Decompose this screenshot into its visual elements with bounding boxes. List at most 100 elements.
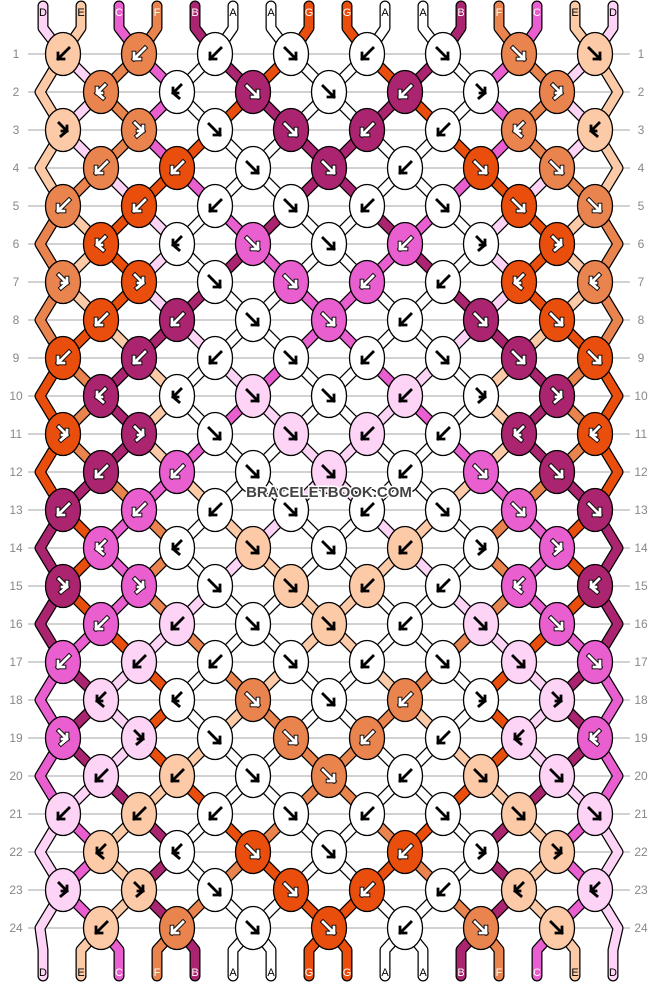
knot [348,715,386,761]
knot [310,753,348,799]
knot-arrow-bf-icon [94,539,107,556]
knot [82,221,120,267]
knot-arrow-b-icon [398,844,413,859]
knot [272,411,310,457]
knot [462,221,500,267]
string-label-bottom: B [457,967,464,979]
knot [82,69,120,115]
knot-arrow-b-icon [360,198,375,213]
string-labels: D E C F B A A G G A A B F C E D D E C F B A A G G A A B F C E D [39,7,617,979]
knot [500,563,538,609]
knot-arrow-bf-icon [170,539,183,556]
string-label-bottom: E [571,967,578,979]
row-number-left: 4 [13,161,20,175]
knot [44,259,82,305]
knot [158,297,196,343]
row-number-left: 11 [10,427,23,441]
knot-arrow-f-icon [207,730,222,745]
knot [462,525,500,571]
row-number-left: 23 [9,883,23,897]
row-number-left: 12 [9,465,23,479]
row-number-left: 10 [9,389,23,403]
knot-arrow-b-icon [360,654,375,669]
knot-arrow-f-icon [587,350,602,365]
knot-arrow-fb-icon [57,425,70,442]
knot-arrow-f-icon [207,578,222,593]
knot [120,639,158,685]
knot [82,145,120,191]
knot-arrow-f-icon [473,464,488,479]
knot-arrow-bf-icon [512,273,525,290]
knot [158,829,196,875]
thread-C [113,0,624,982]
thread-F [151,0,624,982]
knot-arrow-f-icon [435,502,450,517]
string-label-bottom: F [496,967,503,979]
knot [500,715,538,761]
knot [120,411,158,457]
knot-arrow-f-icon [283,198,298,213]
knot [500,867,538,913]
knot-arrow-b-icon [398,84,413,99]
string-label-top: B [191,7,198,19]
knot [310,297,348,343]
knot [196,487,234,533]
knot [310,905,348,951]
knot-arrow-fb-icon [551,387,564,404]
knot-arrow-b-icon [360,274,375,289]
knot [348,639,386,685]
row-number-right: 1 [638,47,645,61]
knot-arrow-f-icon [283,350,298,365]
knot-arrow-fb-icon [551,83,564,100]
knot-arrow-b-icon [360,578,375,593]
knot [538,449,576,495]
knot [424,107,462,153]
knot [386,601,424,647]
knot-arrow-f-icon [245,464,260,479]
knot [500,487,538,533]
knot [310,145,348,191]
knot-arrow-b-icon [398,616,413,631]
knot-arrow-f-icon [435,198,450,213]
knot-arrow-b-icon [132,502,147,517]
knot [310,525,348,571]
knot-arrow-b-icon [170,312,185,327]
knot [500,31,538,77]
knot-arrow-f-icon [587,502,602,517]
knot-arrow-f-icon [435,46,450,61]
knot [272,335,310,381]
knot-arrow-f-icon [473,920,488,935]
knot [272,563,310,609]
knot [576,259,614,305]
knot-arrow-f-icon [549,464,564,479]
knot [424,411,462,457]
knot [44,335,82,381]
knot-arrow-f-icon [245,388,260,403]
row-number-right: 16 [634,617,648,631]
knot-arrow-b-icon [436,426,451,441]
row-number-right: 24 [634,921,648,935]
knot-arrow-b-icon [56,502,71,517]
knot [538,829,576,875]
knot [462,677,500,723]
knot [234,373,272,419]
knot [120,335,158,381]
row-number-left: 18 [9,693,23,707]
row-number-left: 5 [13,199,20,213]
knot-arrow-b-icon [360,122,375,137]
knot-arrow-f-icon [473,616,488,631]
knot-arrow-fb-icon [475,83,488,100]
string-label-top: A [229,7,237,19]
knot [196,183,234,229]
knot-arrow-f-icon [321,616,336,631]
knot [158,525,196,571]
knot-arrow-f-icon [511,806,526,821]
row-number-right: 2 [638,85,645,99]
knot-arrow-bf-icon [588,729,601,746]
knot-arrow-b-icon [398,312,413,327]
knot-arrow-bf-icon [512,425,525,442]
knot [386,677,424,723]
knot-arrow-b-icon [208,46,223,61]
knot [538,69,576,115]
knot [538,677,576,723]
